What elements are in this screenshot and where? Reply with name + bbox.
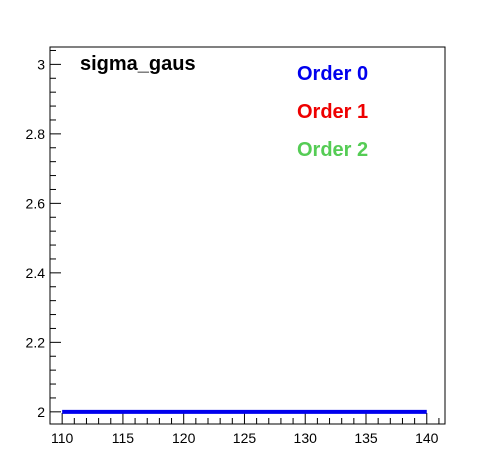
x-tick-label: 140: [415, 430, 439, 446]
y-axis: 2 2.2 2.4 2.6 2.8 3: [26, 49, 61, 420]
y-tick-label: 2: [37, 404, 45, 420]
x-tick-label: 130: [294, 430, 318, 446]
y-tick-label: 2.2: [26, 334, 46, 350]
x-tick-label: 110: [51, 430, 74, 446]
y-tick-label: 3: [37, 56, 45, 72]
x-axis: 110 115 120 125 130 135 140: [49, 413, 440, 446]
x-tick-label: 115: [112, 430, 135, 446]
x-tick-label: 135: [354, 430, 378, 446]
legend-entry-order-1: Order 1: [297, 101, 368, 123]
x-tick-label: 120: [172, 430, 196, 446]
y-tick-label: 2.4: [26, 265, 46, 281]
plot-frame: [49, 46, 446, 425]
y-tick-label: 2.6: [26, 195, 46, 211]
legend: Order 0 Order 1 Order 2: [297, 63, 368, 161]
legend-entry-order-2: Order 2: [297, 139, 368, 161]
y-tick-label: 2.8: [26, 126, 46, 142]
x-tick-label: 125: [233, 430, 257, 446]
legend-entry-order-0: Order 0: [297, 63, 368, 85]
chart-title: sigma_gaus: [80, 53, 196, 75]
